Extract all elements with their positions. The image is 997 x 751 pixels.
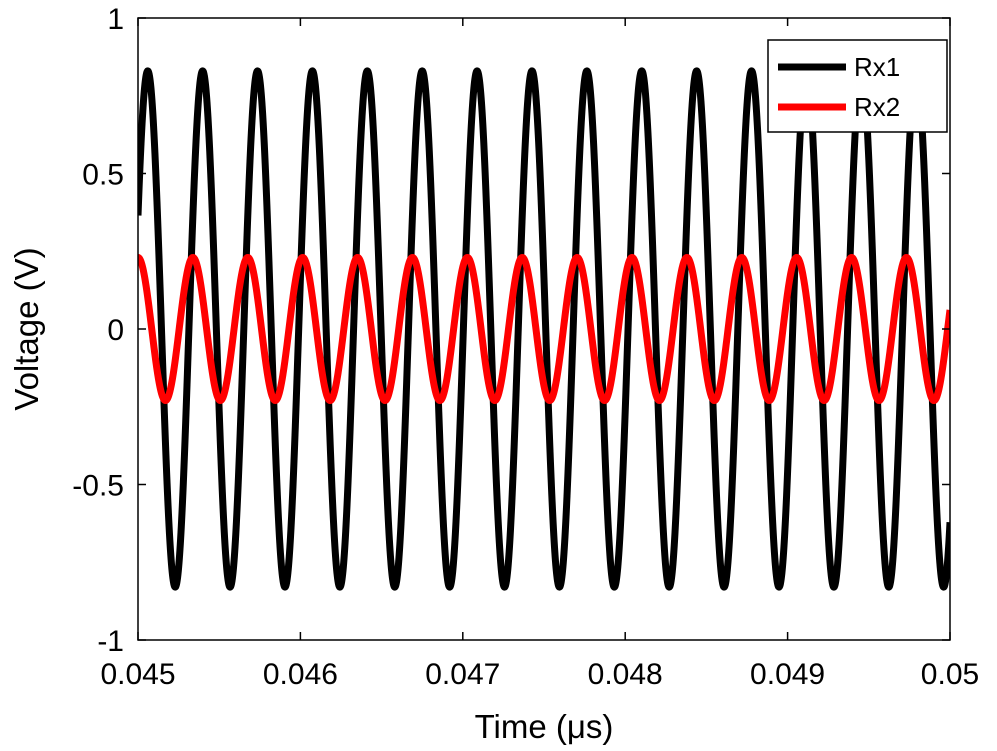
y-tick-label: 1 xyxy=(107,3,124,36)
series-layer xyxy=(138,67,950,591)
x-tick-label: 0.048 xyxy=(588,658,663,691)
x-tick-label: 0.05 xyxy=(921,658,979,691)
legend-label-rx1: Rx1 xyxy=(854,52,900,82)
x-axis-label: Time (μs) xyxy=(475,708,614,745)
x-tick-label: 0.049 xyxy=(750,658,825,691)
y-tick-label: 0 xyxy=(107,314,124,347)
x-tick-label: 0.047 xyxy=(425,658,500,691)
x-tick-label: 0.046 xyxy=(263,658,338,691)
y-axis-label: Voltage (V) xyxy=(8,247,45,410)
series-line-rx2 xyxy=(138,253,950,405)
y-tick-label: -0.5 xyxy=(72,470,124,503)
ticks-layer: 0.045 0.046 0.047 0.048 0.049 0.05 -1 -0.5 0 0.5 1 xyxy=(72,3,979,691)
y-tick-label: 0.5 xyxy=(82,159,124,192)
y-tick-label: -1 xyxy=(97,625,124,658)
legend-label-rx2: Rx2 xyxy=(854,92,900,122)
legend-box xyxy=(767,39,948,133)
x-tick-label: 0.045 xyxy=(100,658,175,691)
